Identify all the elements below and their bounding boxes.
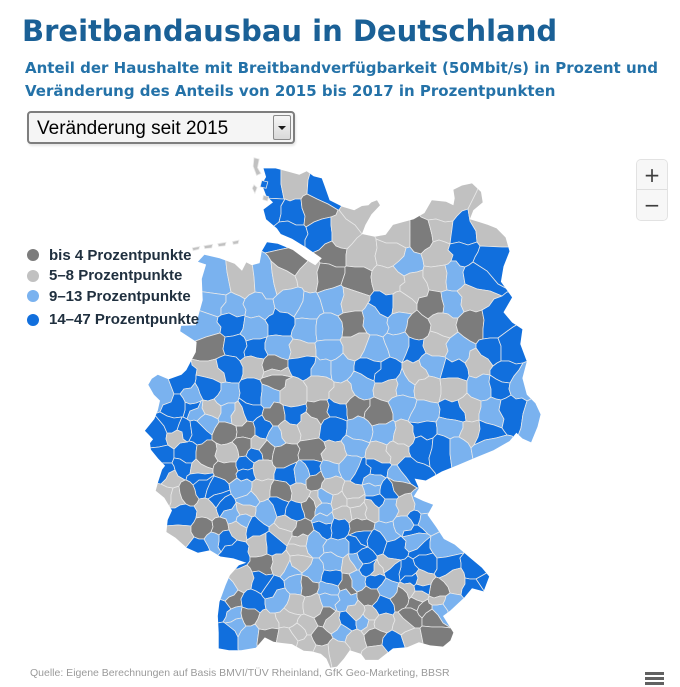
map-island-district[interactable] — [203, 243, 214, 250]
map-district[interactable] — [287, 533, 309, 547]
map-district[interactable] — [239, 355, 265, 381]
map-district[interactable] — [284, 499, 306, 522]
map-district[interactable] — [442, 592, 506, 660]
map-district[interactable] — [322, 610, 342, 635]
map-district[interactable] — [243, 336, 269, 360]
map-district[interactable] — [252, 459, 277, 482]
view-select-dropdown-button[interactable] — [273, 115, 291, 140]
map-district[interactable] — [250, 434, 268, 451]
map-district[interactable] — [399, 152, 493, 223]
map-district[interactable] — [345, 599, 366, 622]
map-district[interactable] — [459, 509, 547, 580]
map-district[interactable] — [160, 469, 186, 489]
map-district[interactable] — [400, 627, 425, 675]
map-district[interactable] — [346, 493, 366, 509]
map-district[interactable] — [386, 476, 418, 498]
map-district[interactable] — [470, 434, 545, 516]
chart-subtitle-line2: Veränderung des Anteils von 2015 bis 201… — [25, 82, 556, 100]
legend-marker-bis-4 — [27, 249, 39, 262]
map-district[interactable] — [293, 459, 311, 486]
map-district[interactable] — [413, 583, 432, 596]
map-district[interactable] — [289, 554, 314, 574]
map-district[interactable] — [429, 504, 493, 559]
map-island-district[interactable] — [231, 239, 240, 245]
chart-title: Breitbandausbau in Deutschland — [22, 14, 558, 48]
map-district[interactable] — [401, 532, 432, 553]
map-district[interactable] — [153, 411, 183, 434]
map-district[interactable] — [317, 487, 334, 505]
map-district[interactable] — [246, 220, 309, 254]
map-island-district[interactable] — [259, 180, 269, 189]
map-district[interactable] — [467, 151, 545, 248]
map-island-district[interactable] — [191, 245, 201, 252]
menu-bar — [645, 676, 664, 680]
legend-item-14-47[interactable]: 14–47 Prozentpunkte — [27, 310, 199, 331]
chevron-down-icon — [278, 125, 286, 130]
map-district[interactable] — [138, 621, 242, 673]
map-district[interactable] — [139, 521, 195, 603]
map-district[interactable] — [460, 577, 530, 673]
zoom-out-button[interactable]: − — [637, 190, 667, 220]
map-island-district[interactable] — [262, 194, 270, 202]
legend-item-9-13[interactable]: 9–13 Prozentpunkte — [27, 286, 199, 307]
map-island-district[interactable] — [217, 241, 227, 247]
map-district[interactable] — [207, 489, 232, 509]
map-district[interactable] — [397, 581, 416, 600]
chart-subtitle: Anteil der Haushalte mit Breitbandverfüg… — [25, 57, 658, 103]
map-district[interactable] — [265, 425, 287, 448]
map-district[interactable] — [230, 400, 248, 427]
map-district[interactable] — [185, 472, 215, 486]
legend-marker-9-13 — [27, 290, 39, 303]
map-district[interactable] — [186, 399, 206, 422]
map-district[interactable] — [383, 559, 402, 584]
map-district[interactable] — [358, 557, 379, 578]
map-district[interactable] — [256, 627, 280, 673]
map-district[interactable] — [140, 328, 175, 415]
context-menu-icon[interactable] — [645, 672, 664, 687]
map-district[interactable] — [364, 493, 386, 509]
legend-marker-5-8 — [27, 269, 39, 282]
menu-bar — [645, 672, 664, 675]
map-legend: bis 4 Prozentpunkte 5–8 Prozentpunkte 9–… — [27, 245, 199, 330]
map-district[interactable] — [296, 437, 327, 463]
chart-subtitle-line1: Anteil der Haushalte mit Breitbandverfüg… — [25, 59, 659, 77]
map-district[interactable] — [196, 413, 220, 436]
map-zoom-controls: + − — [636, 159, 668, 221]
map-district[interactable] — [360, 619, 376, 636]
map-district[interactable] — [347, 530, 373, 548]
map-district[interactable] — [448, 436, 475, 499]
source-credits: Quelle: Eigene Berechnungen auf Basis BM… — [30, 667, 450, 679]
menu-bar — [645, 681, 664, 685]
map-district[interactable] — [139, 153, 285, 200]
map-district[interactable] — [224, 617, 247, 638]
map-district[interactable] — [410, 479, 476, 515]
map-district[interactable] — [235, 467, 257, 483]
legend-item-bis-4[interactable]: bis 4 Prozentpunkte — [27, 245, 199, 266]
map-district[interactable] — [320, 569, 343, 587]
legend-item-5-8[interactable]: 5–8 Prozentpunkte — [27, 266, 199, 287]
map-district[interactable] — [219, 501, 241, 525]
legend-marker-14-47 — [27, 313, 39, 326]
map-district[interactable] — [419, 625, 522, 674]
map-district[interactable] — [140, 536, 217, 607]
zoom-in-button[interactable]: + — [637, 160, 667, 190]
map-island-district[interactable] — [252, 157, 262, 177]
view-select[interactable]: Veränderung seit 2015 — [27, 111, 295, 144]
map-district[interactable] — [138, 482, 174, 527]
map-district[interactable] — [261, 366, 293, 379]
map-district[interactable] — [140, 585, 232, 631]
view-select-value: Veränderung seit 2015 — [37, 118, 229, 139]
map-district[interactable] — [475, 539, 547, 673]
map-island-district[interactable] — [251, 184, 258, 195]
map-district[interactable] — [361, 473, 387, 487]
map-district[interactable] — [234, 490, 261, 508]
map-district[interactable] — [310, 511, 335, 525]
